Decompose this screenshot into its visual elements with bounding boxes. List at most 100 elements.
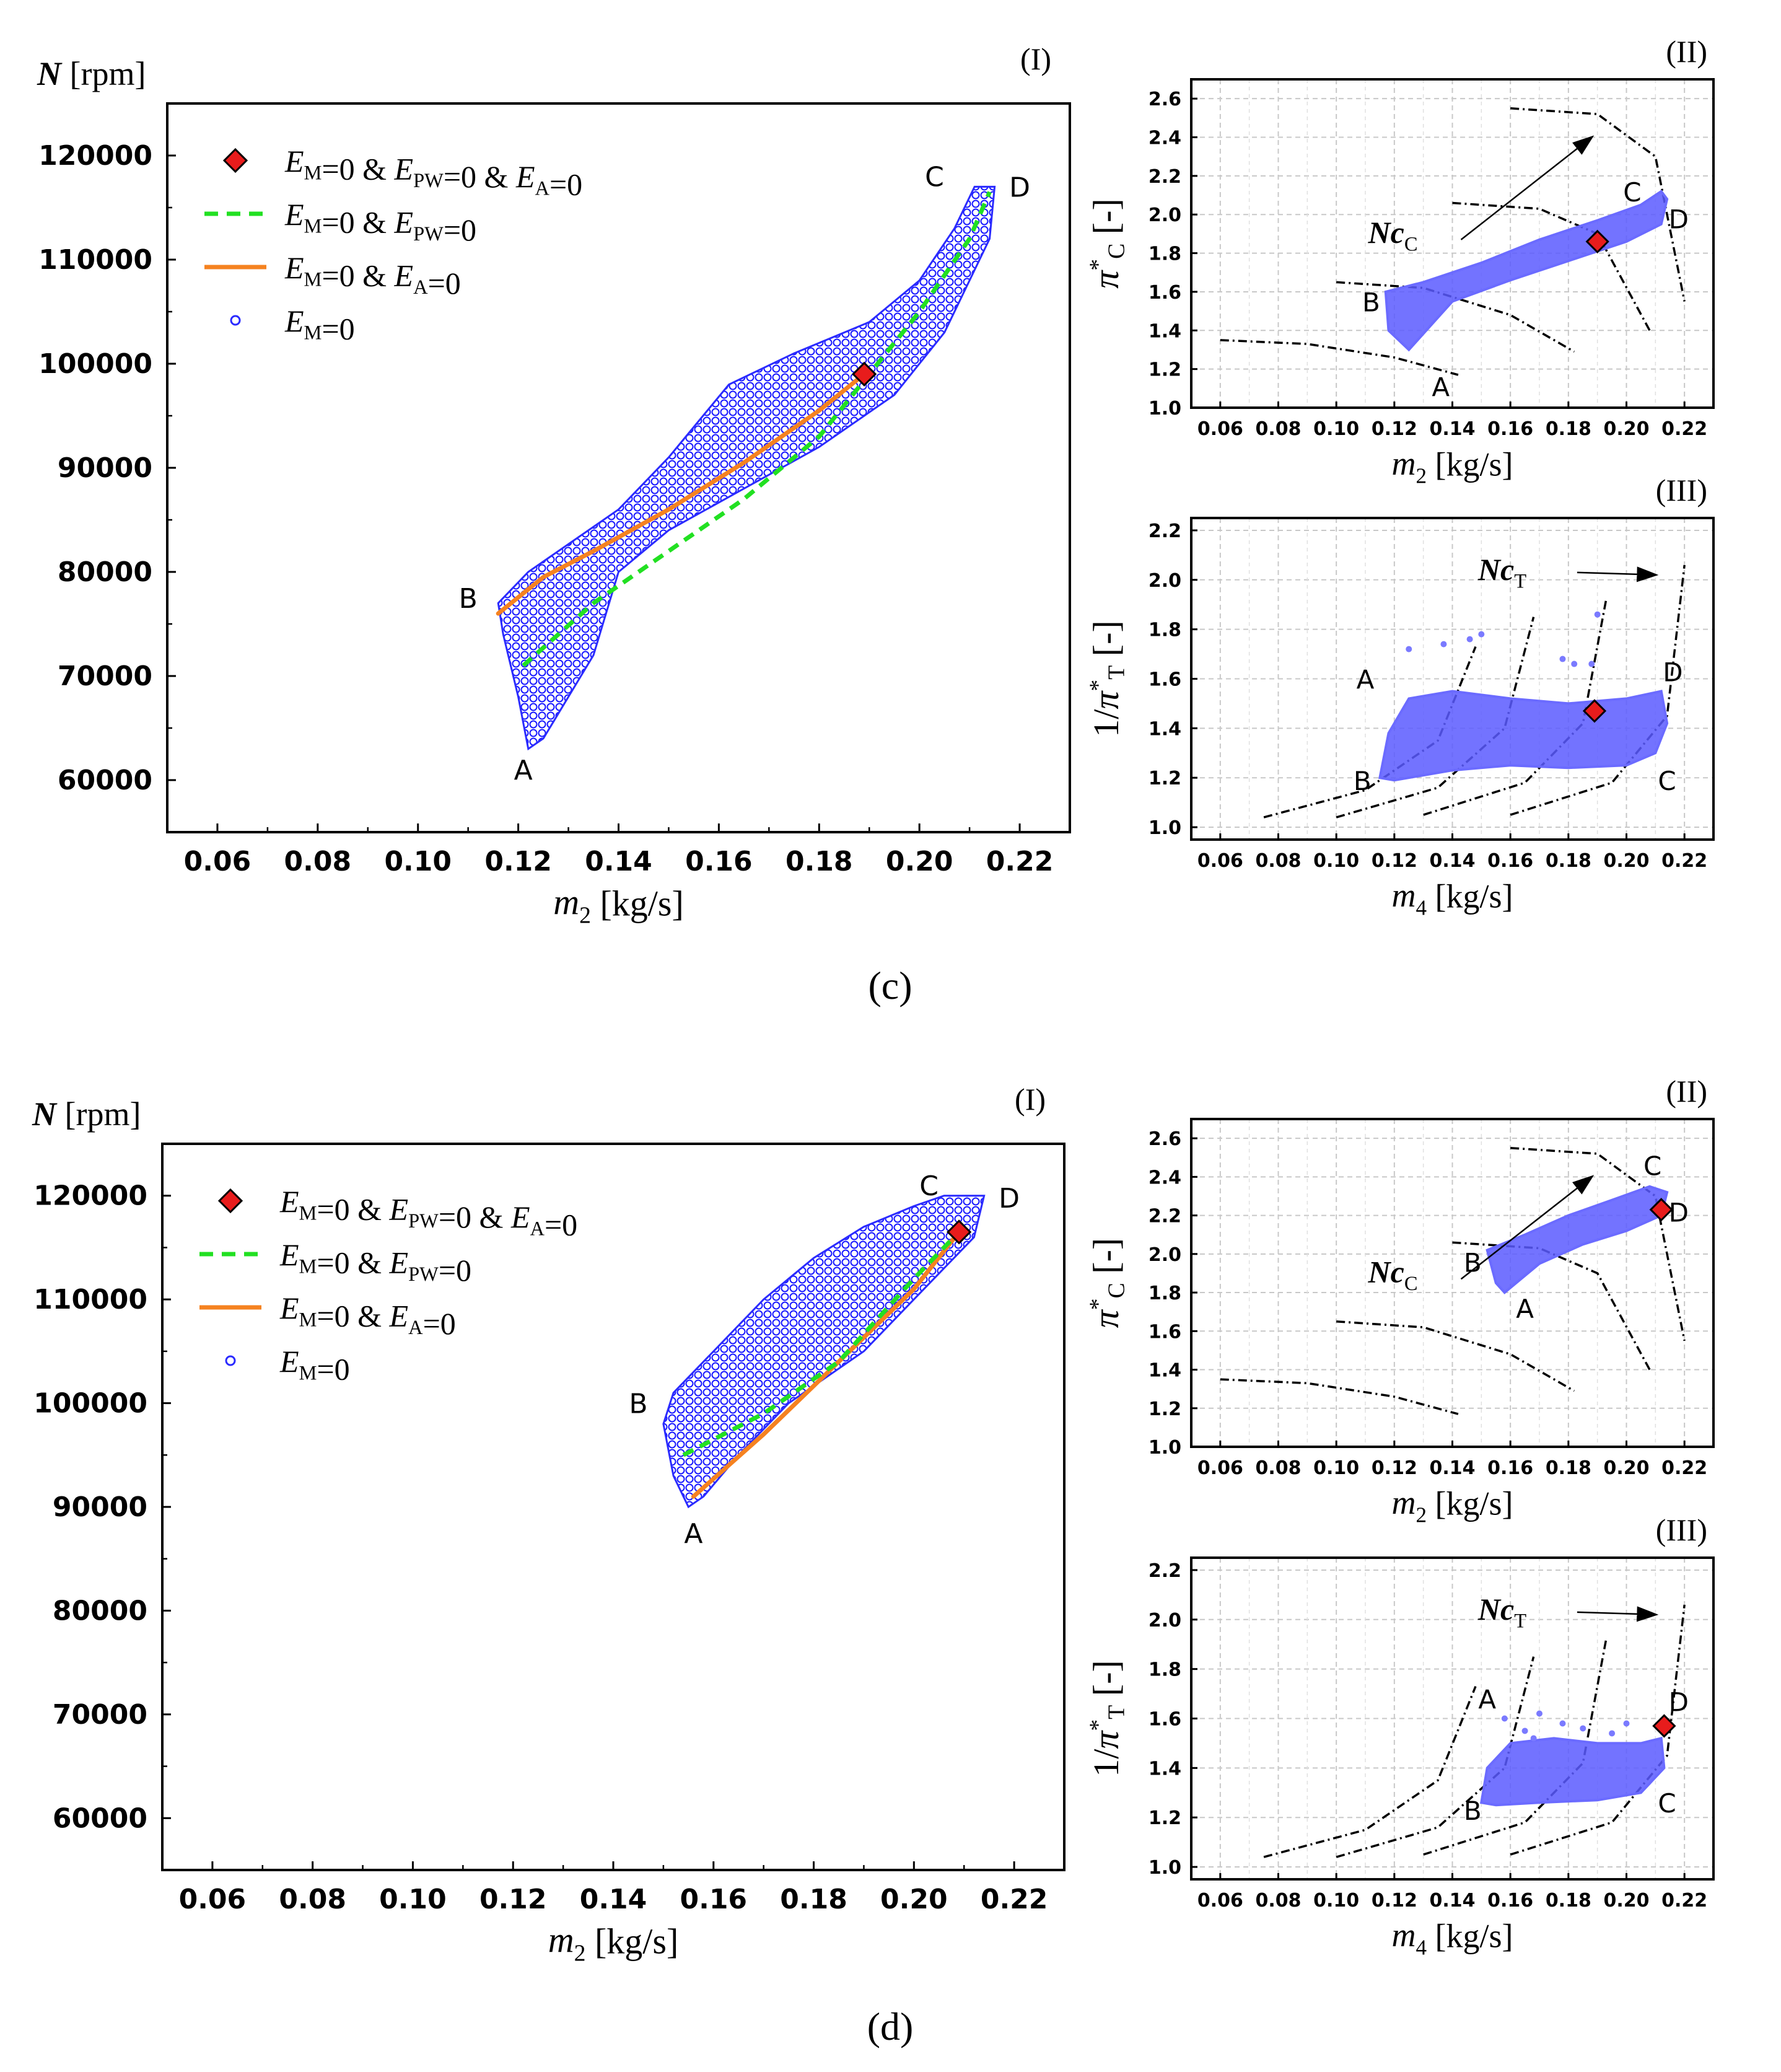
x-tick-label: 0.14 — [580, 1884, 647, 1915]
point-label: B — [459, 583, 478, 615]
x-tick-label: 0.10 — [1313, 850, 1359, 872]
y-tick-label: 1.0 — [1149, 817, 1181, 839]
x-tick-label: 0.08 — [1255, 1890, 1301, 1912]
diamond-marker — [1585, 229, 1609, 254]
y-tick-label: 120000 — [38, 140, 152, 172]
y-tick-label: 1.2 — [1149, 768, 1181, 789]
y-axis-label: N [rpm] — [37, 55, 146, 92]
x-tick-label: 0.20 — [1603, 1890, 1649, 1912]
arrow-label: NcT — [1477, 552, 1526, 593]
speed-line — [1510, 1146, 1686, 1341]
x-tick-label: 0.10 — [1313, 418, 1359, 440]
point-label: D — [1669, 1687, 1689, 1718]
y-axis-label: N [rpm] — [32, 1095, 141, 1133]
y-tick-label: 1.8 — [1149, 1659, 1181, 1681]
legend-label: EM=0 & EPW=0 — [284, 197, 476, 247]
legend-circle-icon — [225, 1355, 236, 1366]
orange-line — [496, 372, 867, 616]
point-label: B — [1354, 766, 1372, 796]
x-tick-label: 0.06 — [1197, 1457, 1243, 1479]
speed-arrow — [1577, 1606, 1659, 1622]
point-label: A — [684, 1518, 702, 1550]
scatter-point — [1521, 1727, 1528, 1734]
speed-line — [1452, 1241, 1651, 1371]
x-tick-label: 0.14 — [585, 846, 652, 877]
scatter-point — [1536, 1710, 1543, 1717]
legend-label: EM=0 & EPW=0 — [279, 1237, 471, 1288]
y-tick-label: 120000 — [33, 1180, 147, 1212]
scatter-point — [1530, 1735, 1537, 1742]
scatter-point — [1580, 1725, 1586, 1732]
y-axis-label-text: π*C [-] — [1085, 1238, 1130, 1328]
scatter-point — [1406, 646, 1412, 652]
x-tick-label: 0.12 — [479, 1884, 547, 1915]
y-tick-label: 2.4 — [1149, 1167, 1181, 1188]
x-tick-label: 0.06 — [1197, 850, 1243, 872]
scatter-point — [1623, 1720, 1630, 1727]
x-tick-label: 0.20 — [1603, 418, 1649, 440]
y-tick-label: 1.0 — [1149, 1857, 1181, 1879]
y-tick-label: 60000 — [58, 765, 152, 796]
scatter-point — [1440, 641, 1447, 648]
x-tick-label: 0.10 — [379, 1884, 447, 1915]
x-tick-label: 0.14 — [1429, 850, 1475, 872]
x-tick-label: 0.18 — [1546, 1890, 1591, 1912]
corner-label: (II) — [1666, 34, 1707, 69]
y-tick-label: 80000 — [53, 1595, 147, 1626]
legend-label: EM=0 — [279, 1344, 350, 1387]
speed-line — [1220, 1378, 1459, 1415]
y-tick-label: 80000 — [58, 556, 152, 588]
speed-line — [1336, 281, 1575, 353]
y-tick-label: 1.6 — [1149, 1321, 1181, 1343]
scatter-point — [1559, 1720, 1566, 1727]
x-tick-label: 0.16 — [1487, 850, 1533, 872]
point-label: D — [1669, 204, 1689, 234]
point-label: C — [1658, 766, 1676, 796]
corner-label: (I) — [1020, 42, 1051, 76]
x-tick-label: 0.14 — [1429, 1890, 1475, 1912]
x-tick-label: 0.18 — [1546, 418, 1591, 440]
y-tick-label: 2.6 — [1149, 1128, 1181, 1150]
y-tick-label: 1.4 — [1149, 718, 1181, 740]
x-tick-label: 0.12 — [1372, 418, 1417, 440]
x-tick-label: 0.16 — [1487, 1890, 1533, 1912]
legend-label: EM=0 & EA=0 — [279, 1291, 456, 1341]
x-tick-label: 0.18 — [785, 846, 853, 877]
y-tick-label: 1.2 — [1149, 1398, 1181, 1420]
y-tick-label: 1.6 — [1149, 282, 1181, 304]
y-axis-label-text: 1/π*T [-] — [1085, 1660, 1130, 1777]
legend-diamond-icon — [217, 1188, 243, 1214]
x-tick-label: 0.16 — [1487, 418, 1533, 440]
x-tick-label: 0.12 — [1372, 1890, 1417, 1912]
y-tick-label: 1.8 — [1149, 1283, 1181, 1304]
scatter-point — [1571, 661, 1578, 667]
legend-label: EM=0 — [284, 304, 355, 346]
y-tick-label: 1.4 — [1149, 320, 1181, 342]
legend-label: EM=0 & EPW=0 & EA=0 — [279, 1184, 577, 1242]
y-axis-label: π*C [-] — [1085, 198, 1130, 289]
corner-label: (I) — [1015, 1082, 1046, 1117]
diamond-marker — [1652, 1714, 1676, 1738]
y-tick-label: 1.2 — [1149, 1807, 1181, 1829]
corner-label: (III) — [1656, 1512, 1707, 1547]
y-tick-label: 1.2 — [1149, 359, 1181, 381]
y-tick-label: 2.4 — [1149, 128, 1181, 149]
y-tick-label: 2.2 — [1149, 1206, 1181, 1227]
y-tick-label: 1.8 — [1149, 620, 1181, 641]
x-tick-label: 0.12 — [1372, 1457, 1417, 1479]
x-tick-label: 0.16 — [1487, 1457, 1533, 1479]
x-tick-label: 0.22 — [1661, 1457, 1707, 1479]
x-tick-label: 0.22 — [986, 846, 1054, 877]
scatter-region — [662, 1195, 986, 1509]
speed-arrow — [1577, 566, 1659, 582]
y-tick-label: 90000 — [53, 1491, 147, 1523]
x-tick-label: 0.08 — [1255, 850, 1301, 872]
x-tick-label: 0.10 — [1313, 1890, 1359, 1912]
y-tick-label: 1.4 — [1149, 1758, 1181, 1780]
point-label: C — [925, 162, 944, 193]
scatter-point — [1478, 631, 1485, 638]
y-tick-label: 1.8 — [1149, 244, 1181, 265]
y-axis-label-text: π*C [-] — [1085, 198, 1130, 289]
x-tick-label: 0.22 — [981, 1884, 1048, 1915]
speed-arrow — [1460, 135, 1595, 240]
